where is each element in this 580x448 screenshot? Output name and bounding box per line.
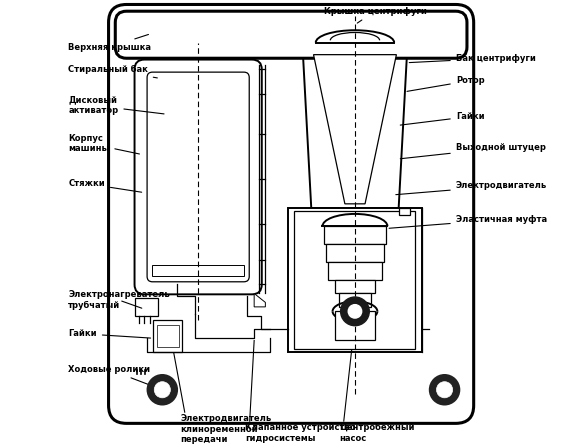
Circle shape (437, 382, 452, 398)
Polygon shape (254, 293, 266, 307)
Bar (324, 226, 386, 244)
Bar (288, 208, 422, 352)
Text: Ходовые ролики: Ходовые ролики (68, 365, 160, 389)
Text: Электронагреватель
трубчатый: Электронагреватель трубчатый (68, 290, 170, 310)
Text: Электродвигатель
клиноременной
передачи: Электродвигатель клиноременной передачи (180, 414, 271, 444)
Circle shape (147, 375, 177, 405)
Circle shape (430, 375, 459, 405)
Circle shape (348, 305, 362, 318)
Polygon shape (314, 55, 396, 204)
Text: Дисковый
активатор: Дисковый активатор (68, 95, 164, 115)
Bar (339, 293, 371, 307)
Bar (335, 280, 375, 293)
FancyBboxPatch shape (135, 60, 262, 294)
Circle shape (154, 382, 171, 398)
Text: Крышка центрифуги: Крышка центрифуги (324, 7, 426, 23)
Text: Клапанное устройство
гидросистемы: Клапанное устройство гидросистемы (245, 423, 356, 443)
Text: Выходной штуцер: Выходной штуцер (400, 143, 546, 159)
FancyBboxPatch shape (108, 4, 474, 423)
Bar (136, 298, 158, 316)
Text: Бак центрифуги: Бак центрифуги (409, 54, 536, 63)
Text: Электродвигатель: Электродвигатель (396, 181, 547, 194)
Bar (328, 262, 382, 280)
Bar (157, 325, 179, 347)
Bar (326, 244, 384, 262)
Bar (295, 211, 415, 349)
Text: Стяжки: Стяжки (68, 179, 142, 192)
Text: Гайки: Гайки (400, 112, 484, 125)
Text: Верхняя крышка: Верхняя крышка (68, 34, 151, 52)
Text: Эластичная муфта: Эластичная муфта (389, 215, 547, 228)
Bar (335, 311, 375, 340)
Text: Корпус
машины: Корпус машины (68, 134, 139, 154)
Bar (153, 320, 183, 352)
Bar (398, 208, 410, 215)
Text: Центробежный
насос: Центробежный насос (339, 423, 415, 443)
FancyBboxPatch shape (147, 72, 249, 282)
Text: Ротор: Ротор (407, 76, 484, 91)
Text: Стиральный бак: Стиральный бак (68, 65, 157, 78)
FancyBboxPatch shape (115, 11, 467, 58)
Bar (153, 265, 244, 276)
Polygon shape (302, 43, 408, 208)
Text: Гайки: Гайки (68, 329, 151, 338)
Circle shape (340, 297, 369, 326)
